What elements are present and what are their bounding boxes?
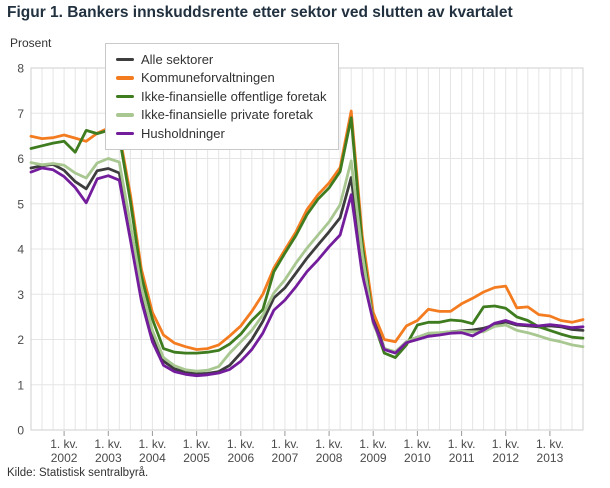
legend-label: Husholdninger bbox=[141, 125, 225, 141]
figure-title: Figur 1. Bankers innskuddsrente etter se… bbox=[7, 4, 513, 21]
x-tick-label-quarter: 1. kv. bbox=[536, 437, 564, 451]
legend-item-2[interactable]: Kommuneforvaltningen bbox=[116, 69, 326, 88]
y-tick-label: 7 bbox=[17, 107, 24, 121]
x-tick-label-year: 2008 bbox=[316, 451, 343, 465]
x-tick-label-year: 2007 bbox=[272, 451, 299, 465]
x-tick-label-year: 2004 bbox=[139, 451, 166, 465]
legend-swatch-line bbox=[116, 94, 134, 98]
legend-label: Kommuneforvaltningen bbox=[141, 70, 275, 86]
x-tick-label-year: 2006 bbox=[227, 451, 254, 465]
y-tick-label: 1 bbox=[17, 378, 24, 392]
x-tick-label-quarter: 1. kv. bbox=[50, 437, 78, 451]
legend-swatch-line bbox=[116, 113, 134, 117]
y-tick-label: 6 bbox=[17, 152, 24, 166]
legend-label: Ikke-finansielle offentlige foretak bbox=[141, 88, 327, 104]
legend-box: Alle sektorer Kommuneforvaltningen Ikke-fi… bbox=[105, 43, 340, 150]
y-tick-label: 5 bbox=[17, 197, 24, 211]
legend-label: Alle sektorer bbox=[141, 51, 214, 67]
x-tick-label-quarter: 1. kv. bbox=[404, 437, 432, 451]
legend-swatch-line bbox=[116, 131, 134, 135]
series-line-4 bbox=[29, 157, 585, 373]
source-note: Kilde: Statistisk sentralbyrå. bbox=[7, 467, 149, 479]
x-tick-label-year: 2009 bbox=[360, 451, 387, 465]
x-tick-label-quarter: 1. kv. bbox=[139, 437, 167, 451]
x-tick-label-quarter: 1. kv. bbox=[492, 437, 520, 451]
x-tick-label-year: 2011 bbox=[449, 451, 475, 465]
x-tick-label-quarter: 1. kv. bbox=[315, 437, 343, 451]
x-tick-label-year: 2002 bbox=[51, 451, 78, 465]
y-axis-title: Prosent bbox=[10, 36, 52, 50]
y-tick-label: 3 bbox=[17, 288, 24, 302]
series-line-3 bbox=[29, 116, 585, 360]
x-tick-label-quarter: 1. kv. bbox=[94, 437, 122, 451]
y-tick-label: 2 bbox=[17, 333, 24, 347]
x-tick-label-quarter: 1. kv. bbox=[271, 437, 299, 451]
legend-swatch-line bbox=[116, 57, 134, 61]
y-tick-label: 8 bbox=[17, 62, 24, 76]
x-tick-label-year: 2012 bbox=[492, 451, 519, 465]
x-tick-label-quarter: 1. kv. bbox=[359, 437, 387, 451]
series-line-5 bbox=[29, 166, 585, 378]
legend-item-1[interactable]: Alle sektorer bbox=[116, 50, 326, 69]
y-tick-label: 0 bbox=[17, 424, 24, 438]
y-tick-label: 4 bbox=[17, 243, 24, 257]
legend-item-4[interactable]: Ikke-finansielle private foretak bbox=[116, 106, 326, 125]
x-tick-label-quarter: 1. kv. bbox=[448, 437, 476, 451]
x-tick-label-year: 2003 bbox=[95, 451, 122, 465]
legend-item-3[interactable]: Ikke-finansielle offentlige foretak bbox=[116, 87, 326, 106]
x-tick-label-year: 2005 bbox=[183, 451, 210, 465]
legend-item-5[interactable]: Husholdninger bbox=[116, 124, 326, 143]
x-tick-label-quarter: 1. kv. bbox=[227, 437, 255, 451]
x-tick-label-quarter: 1. kv. bbox=[183, 437, 211, 451]
legend-swatch-line bbox=[116, 76, 134, 80]
legend-label: Ikke-finansielle private foretak bbox=[141, 107, 313, 123]
x-tick-label-year: 2013 bbox=[537, 451, 564, 465]
x-tick-label-year: 2010 bbox=[404, 451, 431, 465]
